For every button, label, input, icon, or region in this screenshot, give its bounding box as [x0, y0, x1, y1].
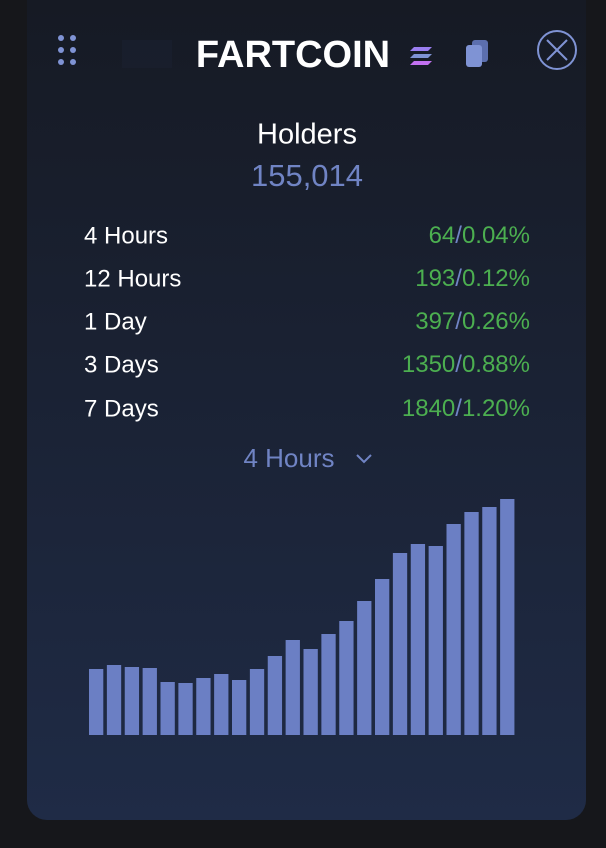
change-part: 0.88% [462, 351, 530, 378]
change-part: / [455, 222, 462, 249]
chain-icon [410, 47, 432, 65]
period-label: 12 Hours [84, 265, 181, 292]
change-part: / [455, 308, 462, 335]
bar [428, 546, 443, 735]
bar [375, 579, 390, 735]
stat-value: 155,014 [251, 158, 363, 193]
bar [267, 656, 283, 735]
chevron[interactable] [356, 454, 372, 464]
change-part: / [455, 395, 462, 422]
bar [214, 674, 229, 735]
copy-button[interactable] [466, 40, 488, 67]
drag-handle[interactable] [58, 35, 76, 65]
change-part: 0.26% [462, 308, 530, 335]
bar [178, 683, 193, 735]
bar [392, 553, 408, 735]
bar [339, 621, 354, 735]
close-button[interactable] [537, 30, 577, 70]
bar [196, 678, 211, 735]
panel [27, 0, 586, 820]
bar [249, 669, 265, 735]
change-part: 397 [415, 308, 455, 335]
period-label: 7 Days [84, 395, 159, 422]
change-part: 0.12% [462, 265, 530, 292]
change-part: 193 [415, 265, 455, 292]
change-part: 1350 [402, 351, 455, 378]
period-dropdown[interactable]: 4 Hours [243, 443, 372, 473]
dropdown-label[interactable]: 4 Hours [243, 443, 334, 473]
bar [321, 634, 336, 735]
token-title: FARTCOIN [196, 34, 390, 76]
bar [464, 512, 479, 735]
period-change: 64/0.04% [429, 222, 530, 249]
change-part: / [455, 351, 462, 378]
period-change: 397/0.26% [415, 308, 530, 335]
bar [285, 640, 300, 735]
bar [160, 682, 175, 735]
bar [303, 649, 318, 735]
period-change: 1840/1.20% [402, 395, 530, 422]
change-part: 1840 [402, 395, 455, 422]
change-part: / [455, 265, 462, 292]
bar [446, 524, 461, 735]
period-label: 4 Hours [84, 222, 168, 249]
period-change: 1350/0.88% [402, 351, 530, 378]
token-logo [122, 40, 172, 68]
change-part: 64 [429, 222, 456, 249]
period-label: 3 Days [84, 351, 159, 378]
bar [357, 601, 372, 735]
change-part: 0.04% [462, 222, 530, 249]
period-label: 1 Day [84, 308, 147, 335]
bar [410, 544, 426, 735]
change-part: 1.20% [462, 395, 530, 422]
bar [89, 669, 104, 735]
bar [142, 668, 157, 735]
period-change: 193/0.12% [415, 265, 530, 292]
bar [482, 507, 497, 735]
bar [106, 665, 122, 735]
bar [232, 680, 247, 735]
bar [500, 499, 515, 735]
bar [124, 667, 140, 735]
stat-label: Holders [257, 119, 357, 151]
